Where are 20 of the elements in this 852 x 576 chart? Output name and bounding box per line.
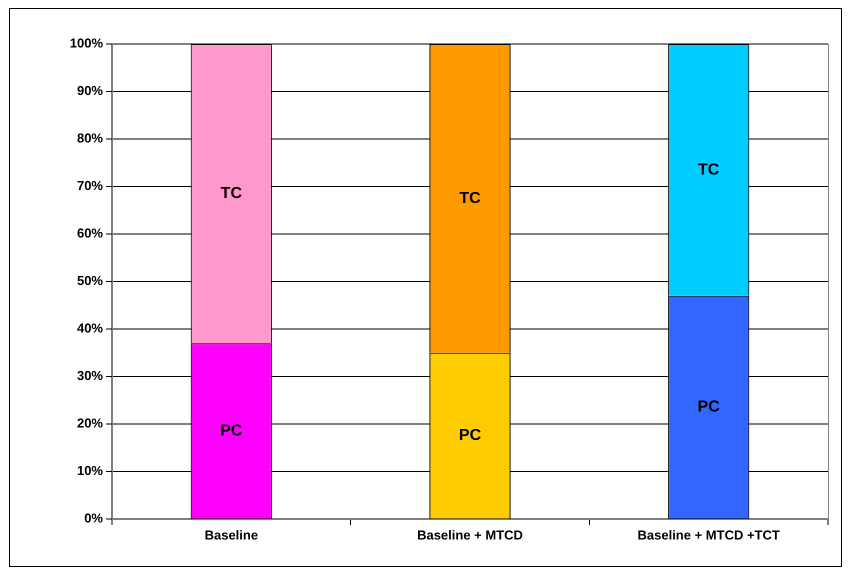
y-tick-label: 0% [84,510,104,526]
y-tick-label: 100% [70,36,104,51]
text: TC [459,190,481,207]
y-tick-label: 50% [76,273,104,288]
series-label: TC [220,185,242,202]
y-tick-label: 20% [76,416,104,431]
y-tick-label: 60% [76,226,104,241]
text: PC [458,427,482,444]
y-tick-label: 10% [76,463,104,478]
y-tick-label: 80% [76,130,104,146]
y-tick-label: 40% [76,320,104,336]
y-tick-label: 90% [76,83,104,98]
x-tick-label: Baseline + MTCD [417,527,523,542]
text: PC [220,422,242,440]
x-tick-label: Baseline + MTCD +TCT [638,527,780,542]
text: TC [698,161,720,178]
y-tick-label: 30% [76,368,104,384]
series-label: PC [698,398,720,416]
y-tick-label: 70% [76,178,104,194]
x-tick-label: Baseline [204,527,258,542]
